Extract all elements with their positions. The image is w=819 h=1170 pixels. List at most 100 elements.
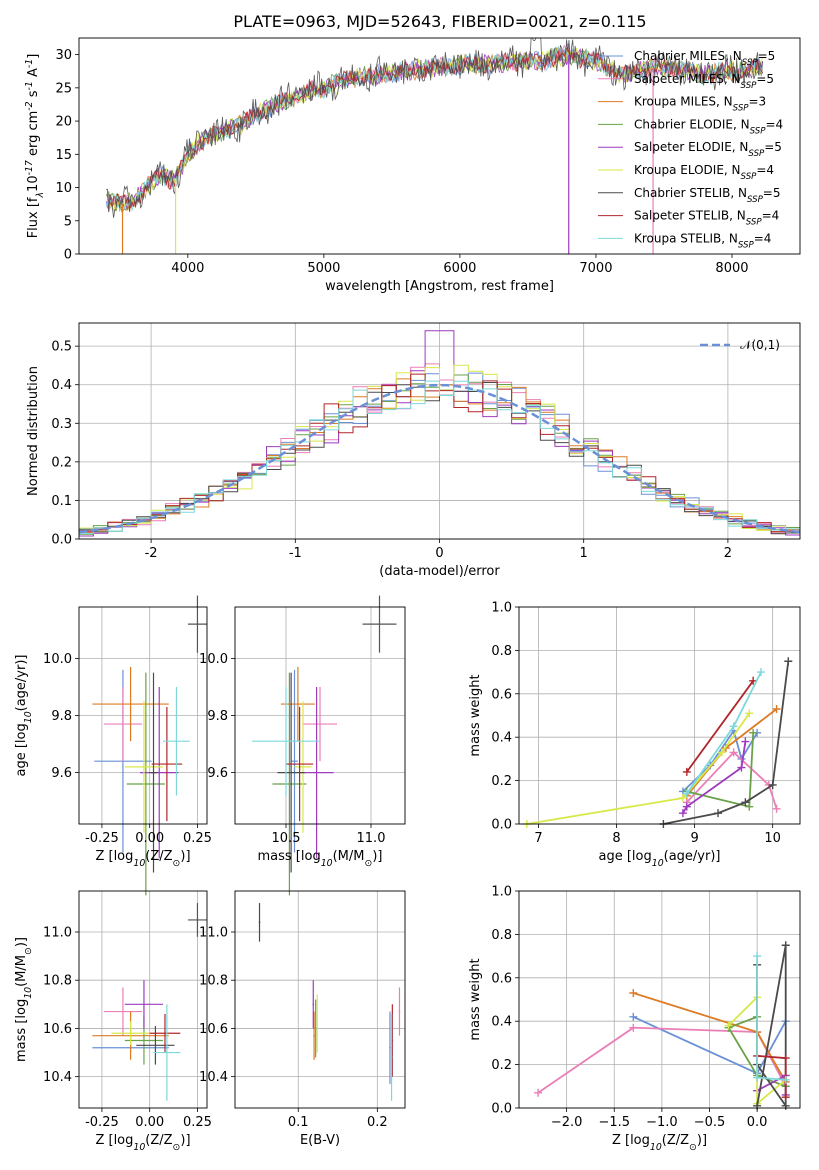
axes-mass-vs-EBV: 0.1 0.2 10.4 10.6 10.8 11.0 E(B-V) (199, 890, 406, 1148)
y-tick-label: 10.6 (43, 1022, 72, 1037)
legend-label: Salpeter ELODIE, NSSP=5 (634, 140, 782, 159)
legend: Chabrier MILES, NSSP=5 Salpeter MILES, NS… (598, 49, 783, 250)
plot-area (92, 903, 207, 1101)
x-tick-label: 0.0 (747, 1115, 768, 1130)
x-tick-label: 0.00 (135, 1115, 164, 1130)
y-tick-label: 0.4 (491, 731, 512, 746)
x-axis-label: (data-model)/error (379, 564, 500, 579)
x-tick-label: 0.25 (183, 1115, 212, 1130)
y-tick-label: 10.8 (43, 974, 72, 989)
axes-frame (78, 37, 801, 255)
x-tick-label: 10.5 (272, 831, 301, 846)
y-tick-label: 20 (55, 115, 72, 130)
axes-frame (78, 606, 208, 825)
y-axis-label: mass weight (468, 958, 483, 1040)
axes-frame (234, 890, 406, 1109)
y-tick-label: 0.2 (491, 1058, 512, 1073)
axes-massweight-vs-Z: −2.0 −1.5 −1.0 −0.5 0.0 0.0 0.2 0.4 0.6 0.8 1.0 Z [… (468, 885, 801, 1153)
x-tick-label: 0.00 (135, 831, 164, 846)
y-tick-label: 0.1 (51, 494, 72, 509)
axes-frame (234, 606, 406, 825)
x-axis-label: Z [log10(Z/Z⊙)] (95, 849, 190, 869)
axes-age-vs-Z: -0.25 0.00 0.25 9.6 9.8 10.0 Z [log10(Z/Z⊙)] ag… (14, 595, 212, 896)
y-axis-label: age [log10(age/yr)] (14, 655, 34, 777)
weight-line-4 (686, 732, 755, 808)
histogram-9 (79, 380, 800, 534)
y-tick-label: 0.5 (51, 340, 72, 355)
x-tick-label: 0 (435, 546, 443, 561)
weight-line-8 (686, 680, 754, 773)
x-axis-label: Z [log10(Z/Z⊙)] (612, 1133, 707, 1153)
weight-marker (724, 1021, 733, 1030)
axes-residuals: -2 -1 0 1 2 0.0 0.1 0.2 0.3 0.4 0.5 (data-model)/er… (26, 322, 801, 579)
y-tick-label: 0.8 (491, 928, 512, 943)
x-tick-label: 7 (534, 831, 542, 846)
legend-label: Kroupa STELIB, NSSP=4 (634, 231, 771, 250)
x-axis-label: wavelength [Angstrom, rest frame] (325, 279, 554, 294)
y-tick-label: 10.8 (199, 974, 228, 989)
weight-marker (629, 1012, 638, 1021)
weight-marker (781, 1075, 790, 1084)
x-tick-label: 11.0 (357, 831, 386, 846)
y-tick-label: 1.0 (491, 885, 512, 900)
x-tick-label: 0.2 (367, 1115, 388, 1130)
weight-marker (753, 952, 762, 961)
weight-marker (737, 763, 746, 772)
axes-frame (78, 890, 208, 1109)
x-tick-label: 5000 (307, 261, 340, 276)
y-tick-label: 0.4 (51, 378, 72, 393)
weight-marker (756, 668, 765, 677)
x-tick-label: -0.25 (85, 831, 119, 846)
plot-area (252, 595, 397, 896)
plot-area (78, 330, 801, 537)
x-tick-label: 9 (690, 831, 698, 846)
y-tick-label: 10.4 (199, 1070, 228, 1085)
weight-marker (749, 728, 758, 737)
weight-line-6 (526, 712, 751, 825)
y-tick-label: 9.6 (51, 766, 72, 781)
plot-area (105, 37, 764, 254)
y-tick-label: 25 (55, 81, 72, 96)
x-tick-label: 0.25 (183, 831, 212, 846)
legend-label: Kroupa ELODIE, NSSP=4 (634, 163, 774, 182)
axes-frame (518, 606, 801, 825)
weight-marker (745, 709, 754, 718)
x-axis-label: Z [log10(Z/Z⊙)] (95, 1133, 190, 1153)
plot-area (534, 941, 790, 1110)
x-tick-label: −1.0 (646, 1115, 678, 1130)
y-tick-label: 9.6 (207, 766, 228, 781)
weight-marker (781, 1054, 790, 1063)
y-tick-label: 0.8 (491, 644, 512, 659)
axes-frame (78, 322, 801, 540)
x-axis-label: mass [log10(M/M⊙)] (258, 849, 383, 869)
y-tick-label: 10.6 (199, 1022, 228, 1037)
y-tick-label: 1.0 (491, 601, 512, 616)
plot-area (522, 657, 793, 828)
y-axis-label: mass [log10(M/M⊙)] (14, 937, 34, 1062)
weight-marker (772, 704, 781, 713)
x-tick-label: 0.1 (288, 1115, 309, 1130)
y-tick-label: 0.0 (491, 818, 512, 833)
legend-label: Chabrier STELIB, NSSP=5 (634, 186, 781, 205)
y-axis-label: mass weight (468, 674, 483, 756)
weight-marker (768, 780, 777, 789)
weight-line-5 (682, 741, 747, 814)
x-tick-label: 1 (580, 546, 588, 561)
weight-marker (729, 748, 738, 757)
x-tick-label: -1 (289, 546, 302, 561)
x-axis-label: age [log10(age/yr)] (599, 849, 721, 869)
weight-marker (678, 793, 687, 802)
axes-mass-vs-Z: -0.25 0.00 0.25 10.4 10.6 10.8 11.0 Z [log10(Z/… (14, 890, 212, 1153)
y-tick-label: 30 (55, 48, 72, 63)
legend-label: Salpeter STELIB, NSSP=4 (634, 209, 779, 228)
x-tick-label: −2.0 (551, 1115, 583, 1130)
legend-label: 𝒩(0,1) (740, 338, 780, 352)
y-tick-label: 15 (55, 148, 72, 163)
gaussian-curve (78, 383, 801, 534)
y-tick-label: 5 (64, 214, 72, 229)
y-tick-label: 0.6 (491, 971, 512, 986)
x-tick-label: 6000 (443, 261, 476, 276)
y-tick-label: 0.0 (491, 1102, 512, 1117)
x-tick-label: 2 (724, 546, 732, 561)
